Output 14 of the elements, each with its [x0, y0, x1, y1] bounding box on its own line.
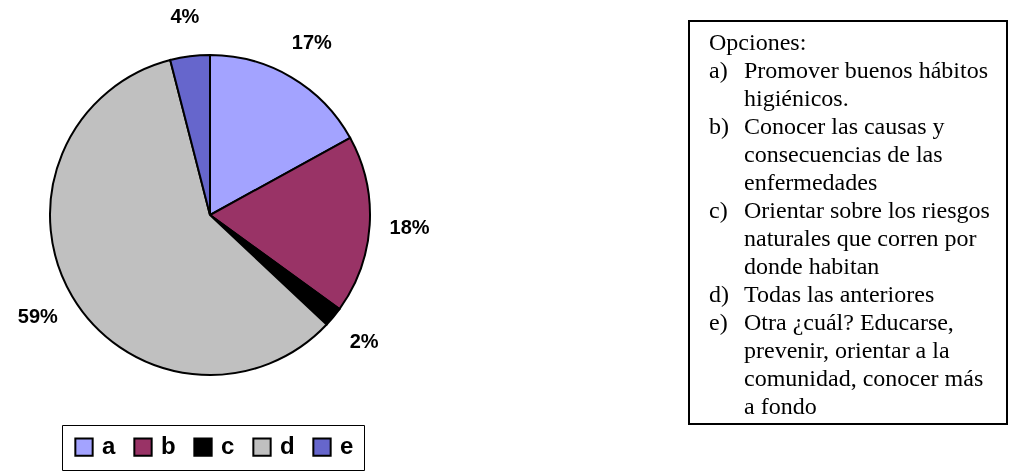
legend-label: c	[221, 432, 235, 460]
text: a) Promover buenos hábitos higiénicos.	[709, 56, 989, 112]
legend-label: e	[340, 432, 354, 460]
data-label: 4%	[170, 4, 200, 27]
data-label: 2%	[349, 330, 379, 353]
data-label: 17%	[291, 30, 333, 53]
text: e) Otra ¿cuál? Educarse, prevenir, orientar a la comunidad, conocer más a fondo	[709, 308, 985, 420]
legend-label: b	[161, 432, 176, 460]
legend-label: a	[102, 432, 116, 460]
legend-label: d	[280, 432, 295, 460]
text: d) Todas las anteriores	[709, 280, 936, 308]
data-label: 18%	[389, 215, 430, 238]
data-label: 59%	[17, 304, 59, 327]
text: Opciones:	[709, 28, 808, 56]
